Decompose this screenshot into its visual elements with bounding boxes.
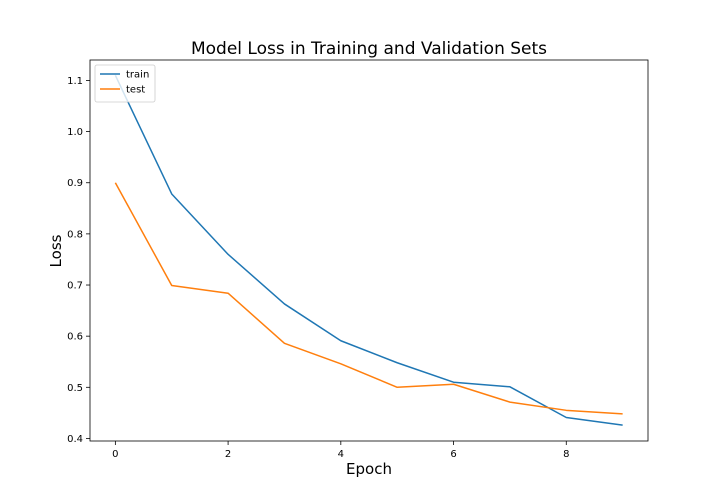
y-tick-label: 0.4 [67,434,83,445]
x-axis-label: Epoch [346,460,392,478]
y-tick-label: 0.8 [67,229,83,240]
y-tick-label: 0.5 [67,383,83,394]
x-tick-label: 8 [563,449,569,460]
legend: train test [94,64,156,103]
y-tick-label: 0.7 [67,281,83,292]
y-axis-label: Loss [47,234,65,267]
y-tick-label: 1.1 [67,76,83,87]
series-line-test [114,182,623,415]
x-tick-label: 6 [450,449,456,460]
plot-area [90,60,648,441]
axes-layer: 0 2 4 6 8 0.4 0.5 0.6 0.7 0.8 0.9 1.0 1.1 [67,76,569,460]
chart-title: Model Loss in Training and Validation Se… [191,39,547,59]
legend-label-test: test [126,85,145,96]
series-layer [114,75,623,426]
x-tick-label: 0 [112,449,118,460]
legend-label-train: train [126,70,149,81]
y-tick-label: 0.6 [67,332,83,343]
x-tick-label: 2 [225,449,231,460]
y-tick-label: 1.0 [67,127,83,138]
y-tick-label: 0.9 [67,178,83,189]
plot-frame [89,59,649,442]
series-line-train [114,75,623,426]
x-tick-label: 4 [338,449,344,460]
